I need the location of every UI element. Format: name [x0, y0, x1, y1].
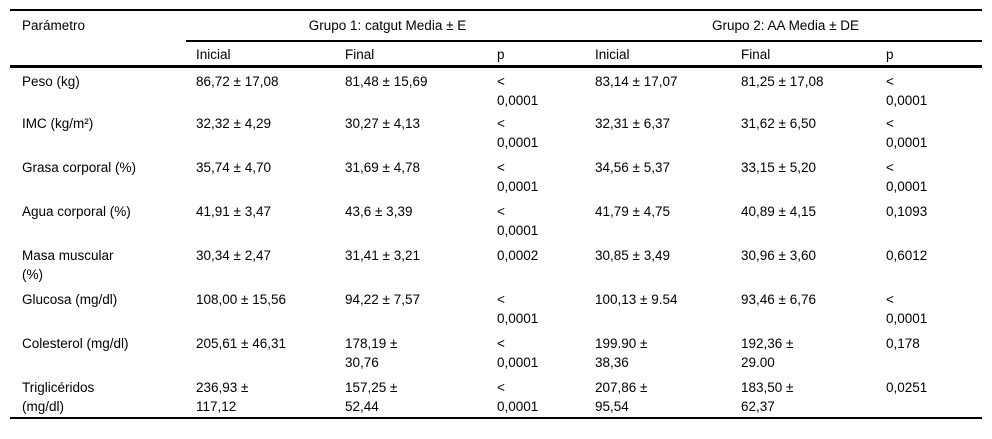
table-header: Parámetro Grupo 1: catgut Media ± E Grup… [10, 10, 983, 68]
value-cell: 93,46 ± 6,76 [741, 292, 816, 307]
value-cell: 31,62 ± 6,50 [741, 116, 816, 131]
value-cell: 32,32 ± 4,29 [196, 116, 271, 131]
value-cell: 31,69 ± 4,78 [345, 160, 420, 175]
value-cell: < 0,0001 [886, 292, 928, 326]
table-row: Grasa corporal (%) 35,74 ± 4,70 31,69 ± 4,… [10, 154, 982, 198]
table-row: Peso (kg) 86,72 ± 17,08 81,48 ± 15,69 < 0,0… [10, 66, 982, 110]
param-cell: Grasa corporal (%) [22, 160, 137, 175]
subheader-g1-p: p [487, 41, 586, 68]
value-cell: 86,72 ± 17,08 [196, 73, 279, 89]
param-cell: Masa muscular (%) [22, 248, 114, 282]
value-cell: 32,31 ± 6,37 [595, 116, 670, 131]
value-cell: < 0,0001 [497, 380, 539, 414]
results-table: Parámetro Grupo 1: catgut Media ± E Grup… [10, 9, 983, 419]
table-body: Peso (kg) 86,72 ± 17,08 81,48 ± 15,69 < 0,0… [10, 66, 982, 418]
subheader-g1-final: Final [335, 41, 487, 68]
value-cell: 30,96 ± 3,60 [741, 248, 816, 263]
value-cell: 81,48 ± 15,69 [345, 73, 428, 89]
value-cell: 43,6 ± 3,39 [345, 204, 413, 219]
value-cell: 0,6012 [886, 248, 928, 263]
value-cell: 192,36 ± 29.00 [741, 336, 794, 370]
value-cell: 35,74 ± 4,70 [196, 160, 271, 175]
param-cell: Triglicéridos (mg/dl) [22, 380, 95, 414]
group-header-row: Parámetro Grupo 1: catgut Media ± E Grup… [10, 10, 983, 68]
value-cell: 0,0002 [497, 248, 539, 263]
value-cell: < 0,0001 [886, 116, 928, 150]
value-cell: 183,50 ± 62,37 [741, 380, 794, 414]
group2-header: Grupo 2: AA Media ± DE [585, 10, 983, 42]
table-row: IMC (kg/m²) 32,32 ± 4,29 30,27 ± 4,13 < 0,0… [10, 110, 982, 154]
subheader-g2-final: Final [731, 41, 877, 68]
value-cell: 30,27 ± 4,13 [345, 116, 420, 131]
value-cell: 0,178 [886, 336, 920, 351]
subheader-row: Inicial Final p Inicial Final p [10, 41, 983, 68]
value-cell: < 0,0001 [497, 336, 539, 370]
param-cell: Peso (kg) [22, 73, 80, 89]
table-row: Masa muscular (%) 30,34 ± 2,47 31,41 ± 3,2… [10, 242, 982, 286]
subheader-g2-p: p [876, 41, 983, 68]
value-cell: 178,19 ± 30,76 [345, 336, 398, 370]
table-row: Triglicéridos (mg/dl) 236,93 ± 117,12 157,… [10, 374, 982, 418]
value-cell: 236,93 ± 117,12 [196, 380, 249, 414]
subheader-g2-inicial: Inicial [585, 41, 732, 68]
value-cell: < 0,0001 [497, 116, 539, 150]
param-cell: IMC (kg/m²) [22, 116, 94, 131]
subheader-g1-inicial: Inicial [186, 41, 335, 68]
value-cell: 83,14 ± 17,07 [595, 73, 678, 89]
value-cell: < 0,0001 [886, 160, 928, 194]
param-cell: Glucosa (mg/dl) [22, 292, 118, 307]
value-cell: < 0,0001 [497, 73, 539, 108]
value-cell: 100,13 ± 9.54 [595, 292, 678, 307]
group1-header: Grupo 1: catgut Media ± E [186, 10, 586, 42]
value-cell: < 0,0001 [886, 73, 928, 108]
table-row: Glucosa (mg/dl) 108,00 ± 15,56 94,22 ± 7,5… [10, 286, 982, 330]
param-column-header: Parámetro [10, 10, 186, 68]
value-cell: 30,85 ± 3,49 [595, 248, 670, 263]
value-cell: 40,89 ± 4,15 [741, 204, 816, 219]
table-row: Colesterol (mg/dl) 205,61 ± 46,31 178,19 ±… [10, 330, 982, 374]
value-cell: 41,79 ± 4,75 [595, 204, 670, 219]
value-cell: 94,22 ± 7,57 [345, 292, 420, 307]
value-cell: < 0,0001 [497, 160, 539, 194]
param-cell: Colesterol (mg/dl) [22, 336, 129, 351]
value-cell: < 0,0001 [497, 292, 539, 326]
value-cell: 30,34 ± 2,47 [196, 248, 271, 263]
value-cell: 157,25 ± 52,44 [345, 380, 398, 414]
value-cell: 0,0251 [886, 380, 928, 395]
value-cell: 205,61 ± 46,31 [196, 336, 286, 351]
value-cell: 31,41 ± 3,21 [345, 248, 420, 263]
value-cell: 0,1093 [886, 204, 928, 219]
value-cell: 207,86 ± 95,54 [595, 380, 648, 414]
value-cell: < 0,0001 [497, 204, 539, 238]
param-cell: Agua corporal (%) [22, 204, 131, 219]
value-cell: 108,00 ± 15,56 [196, 292, 286, 307]
table-row: Agua corporal (%) 41,91 ± 3,47 43,6 ± 3,39… [10, 198, 982, 242]
value-cell: 41,91 ± 3,47 [196, 204, 271, 219]
value-cell: 34,56 ± 5,37 [595, 160, 670, 175]
value-cell: 81,25 ± 17,08 [741, 73, 824, 89]
value-cell: 199.90 ± 38,36 [595, 336, 648, 370]
value-cell: 33,15 ± 5,20 [741, 160, 816, 175]
